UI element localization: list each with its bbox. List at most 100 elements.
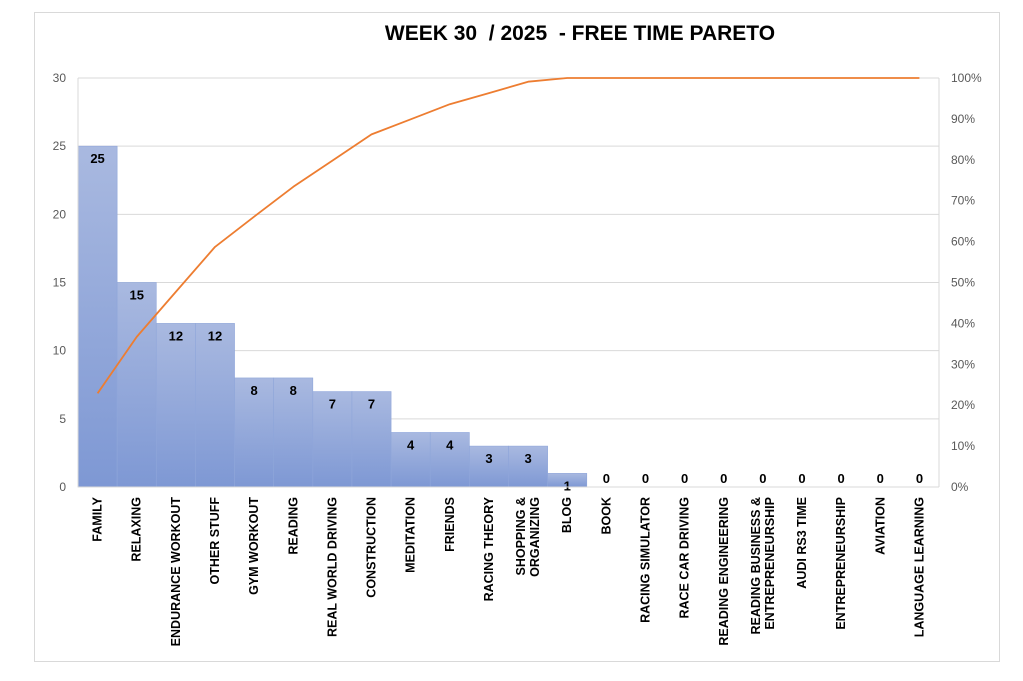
bar	[116, 282, 157, 488]
y-tick-label: 10	[53, 344, 67, 358]
category-label-line: AUDI RS3 TIME	[795, 497, 809, 589]
data-label: 7	[368, 397, 375, 412]
y-tick-label: 25	[53, 139, 67, 153]
data-label: 0	[877, 471, 884, 486]
data-label: 0	[759, 471, 766, 486]
data-label: 25	[90, 151, 104, 166]
data-labels: 25 15 12 12 8 8 7 7 4 4 3 3 1 0 0 0 0 0 0 0 0 0	[90, 151, 923, 493]
y2-tick-label: 70%	[951, 194, 975, 208]
category-label: MEDITATION	[404, 497, 418, 573]
data-label: 8	[290, 383, 297, 398]
bar	[312, 391, 353, 488]
category-label-line: READING	[286, 497, 300, 555]
category-label-line: RACING THEORY	[482, 496, 496, 601]
bar	[429, 432, 470, 488]
category-label-line: RELAXING	[130, 497, 144, 562]
category-label-line: AVIATION	[873, 497, 887, 555]
data-label: 3	[524, 451, 531, 466]
category-label-line: READING BUSINESS &	[749, 497, 763, 635]
category-label-line: RACING SIMULATOR	[638, 497, 652, 623]
category-label-line: LANGUAGE LEARNING	[912, 497, 926, 637]
bar	[273, 377, 314, 488]
data-label: 4	[407, 437, 415, 452]
data-label: 12	[169, 328, 183, 343]
data-label: 1	[564, 478, 571, 493]
category-label-line: CONSTRUCTION	[365, 497, 379, 598]
y2-tick-label: 50%	[951, 276, 975, 290]
category-label: BLOG	[560, 497, 574, 533]
category-label: CONSTRUCTION	[365, 497, 379, 598]
data-label: 0	[916, 471, 923, 486]
y2-tick-label: 30%	[951, 357, 975, 371]
category-label-line: BLOG	[560, 497, 574, 533]
category-label: AUDI RS3 TIME	[795, 497, 809, 589]
data-label: 0	[838, 471, 845, 486]
data-label: 15	[129, 288, 143, 303]
category-label: ENTREPRENEURSHIP	[834, 497, 848, 630]
cumulative-percentage-line	[96, 77, 920, 394]
category-label-line: MEDITATION	[404, 497, 418, 573]
bar	[508, 445, 548, 488]
category-label: OTHER STUFF	[208, 497, 222, 585]
data-label: 0	[681, 471, 688, 486]
category-label-line: RACE CAR DRIVING	[678, 497, 692, 619]
bars	[77, 145, 588, 488]
bar	[195, 323, 235, 488]
category-label: RELAXING	[130, 497, 144, 562]
y-tick-label: 15	[53, 276, 67, 290]
category-label-line: OTHER STUFF	[208, 497, 222, 585]
data-label: 3	[485, 451, 492, 466]
y2-tick-label: 40%	[951, 316, 975, 330]
y2-tick-label: 60%	[951, 235, 975, 249]
category-label: LANGUAGE LEARNING	[912, 497, 926, 637]
y2-tick-label: 10%	[951, 439, 975, 453]
y2-tick-label: 20%	[951, 398, 975, 412]
y2-tick-label: 90%	[951, 112, 975, 126]
bar	[77, 145, 118, 488]
category-label: SHOPPING & ORGANIZING	[514, 497, 542, 577]
y2-tick-label: 100%	[951, 71, 982, 85]
category-label: RACE CAR DRIVING	[678, 497, 692, 619]
category-label: GYM WORKOUT	[247, 497, 261, 595]
bar	[469, 445, 509, 488]
data-label: 0	[720, 471, 727, 486]
category-label-line: REAL WORLD DRIVING	[325, 497, 339, 637]
category-label-line: FAMILY	[91, 496, 105, 541]
category-label-line: FRIENDS	[443, 497, 457, 552]
axes: 0510152025300%10%20%30%40%50%60%70%80%90…	[53, 71, 982, 646]
bar	[155, 323, 196, 488]
category-label: REAL WORLD DRIVING	[325, 497, 339, 637]
category-label: ENDURANCE WORKOUT	[169, 497, 183, 647]
category-label: READING ENGINEERING	[717, 497, 731, 646]
data-label: 7	[329, 397, 336, 412]
category-label-line: ENDURANCE WORKOUT	[169, 497, 183, 647]
y2-tick-label: 80%	[951, 153, 975, 167]
category-label-line: BOOK	[599, 497, 613, 535]
category-label-line: ENTREPRENEURSHIP	[834, 497, 848, 630]
y-tick-label: 0	[59, 480, 66, 494]
y-tick-label: 30	[53, 71, 67, 85]
category-label: BOOK	[599, 497, 613, 535]
category-label-line: ORGANIZING	[528, 497, 542, 577]
category-label: RACING THEORY	[482, 496, 496, 601]
category-label: AVIATION	[873, 497, 887, 555]
chart-title: WEEK 30 / 2025 - FREE TIME PARETO	[384, 22, 776, 45]
data-label: 4	[446, 437, 454, 452]
category-label: READING BUSINESS & ENTREPRENEURSHIP	[749, 497, 777, 635]
category-label: RACING SIMULATOR	[638, 497, 652, 623]
data-label: 12	[208, 328, 222, 343]
y-tick-label: 5	[59, 412, 66, 426]
data-label: 0	[798, 471, 805, 486]
category-label: READING	[286, 497, 300, 555]
y2-tick-label: 0%	[951, 480, 969, 494]
bar	[351, 391, 392, 488]
data-label: 0	[642, 471, 649, 486]
category-label-line: ENTREPRENEURSHIP	[763, 497, 777, 630]
category-label-line: SHOPPING &	[514, 497, 528, 576]
category-label: FAMILY	[91, 496, 105, 541]
data-label: 0	[603, 471, 610, 486]
category-label: FRIENDS	[443, 497, 457, 552]
category-label-line: READING ENGINEERING	[717, 497, 731, 646]
category-label-line: GYM WORKOUT	[247, 497, 261, 595]
